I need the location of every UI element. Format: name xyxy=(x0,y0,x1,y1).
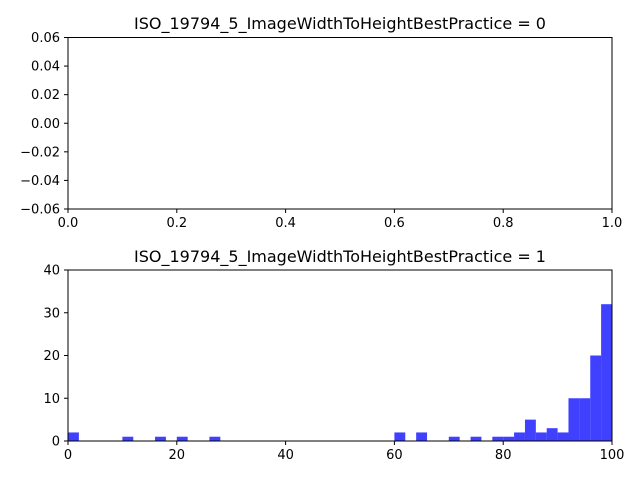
bottom-panel-bars xyxy=(68,304,612,441)
x-tick-label: 0.0 xyxy=(58,216,79,231)
bottom-panel-title: ISO_19794_5_ImageWidthToHeightBestPracti… xyxy=(134,247,546,267)
histogram-bar xyxy=(470,436,482,441)
top-panel: ISO_19794_5_ImageWidthToHeightBestPracti… xyxy=(20,14,622,231)
y-tick-label: 0.02 xyxy=(31,88,60,103)
histogram-bar xyxy=(514,432,525,441)
histogram-bar xyxy=(416,432,428,441)
x-tick-label: 40 xyxy=(277,448,294,463)
top-panel-frame xyxy=(67,37,613,210)
histogram-bar xyxy=(68,432,79,441)
histogram-bar xyxy=(155,436,166,441)
histogram-bar xyxy=(492,436,504,441)
histogram-bar xyxy=(535,432,547,441)
y-tick-label: 0.00 xyxy=(31,117,60,132)
bottom-panel-frame xyxy=(67,269,613,442)
histogram-bar xyxy=(568,398,580,441)
x-tick-label: 100 xyxy=(600,448,625,463)
x-tick-label: 0.8 xyxy=(493,216,514,231)
x-tick-label: 20 xyxy=(169,448,186,463)
histogram-bar xyxy=(524,419,536,441)
y-tick-label: 20 xyxy=(43,349,60,364)
y-tick-label: 0.06 xyxy=(31,31,60,46)
bottom-panel-y-ticks: 40 30 20 10 0 xyxy=(43,264,68,450)
bottom-panel-x-ticks: 0 20 40 60 80 100 xyxy=(64,441,625,463)
histogram-bar xyxy=(590,355,602,441)
top-panel-x-ticks: 0.0 0.2 0.4 0.6 0.8 1.0 xyxy=(58,209,623,231)
y-tick-label: 10 xyxy=(43,392,60,407)
histogram-bar xyxy=(448,436,460,441)
y-tick-label: −0.06 xyxy=(20,203,60,218)
histogram-bar xyxy=(503,436,515,441)
histogram-bar xyxy=(557,432,569,441)
x-tick-label: 0 xyxy=(64,448,72,463)
y-tick-label: 0 xyxy=(52,435,60,450)
histogram-bar xyxy=(601,304,612,441)
x-tick-label: 60 xyxy=(386,448,403,463)
histogram-bar xyxy=(176,436,188,441)
y-tick-label: −0.02 xyxy=(20,145,60,160)
histogram-bar xyxy=(579,398,591,441)
x-tick-label: 0.6 xyxy=(384,216,405,231)
histogram-bar xyxy=(122,436,134,441)
x-tick-label: 0.4 xyxy=(275,216,296,231)
histogram-bar xyxy=(394,432,406,441)
y-tick-label: 30 xyxy=(43,306,60,321)
histogram-bar xyxy=(209,436,221,441)
y-tick-label: 0.04 xyxy=(31,60,60,75)
bottom-panel: ISO_19794_5_ImageWidthToHeightBestPracti… xyxy=(43,247,624,463)
histogram-bar xyxy=(546,428,558,441)
x-tick-label: 80 xyxy=(495,448,512,463)
top-panel-y-ticks: 0.06 0.04 0.02 0.00 −0.02 −0.04 −0.06 xyxy=(20,31,68,218)
x-tick-label: 0.2 xyxy=(166,216,187,231)
top-panel-title: ISO_19794_5_ImageWidthToHeightBestPracti… xyxy=(134,14,546,34)
y-tick-label: 40 xyxy=(43,264,60,279)
y-tick-label: −0.04 xyxy=(20,174,60,189)
x-tick-label: 1.0 xyxy=(602,216,623,231)
